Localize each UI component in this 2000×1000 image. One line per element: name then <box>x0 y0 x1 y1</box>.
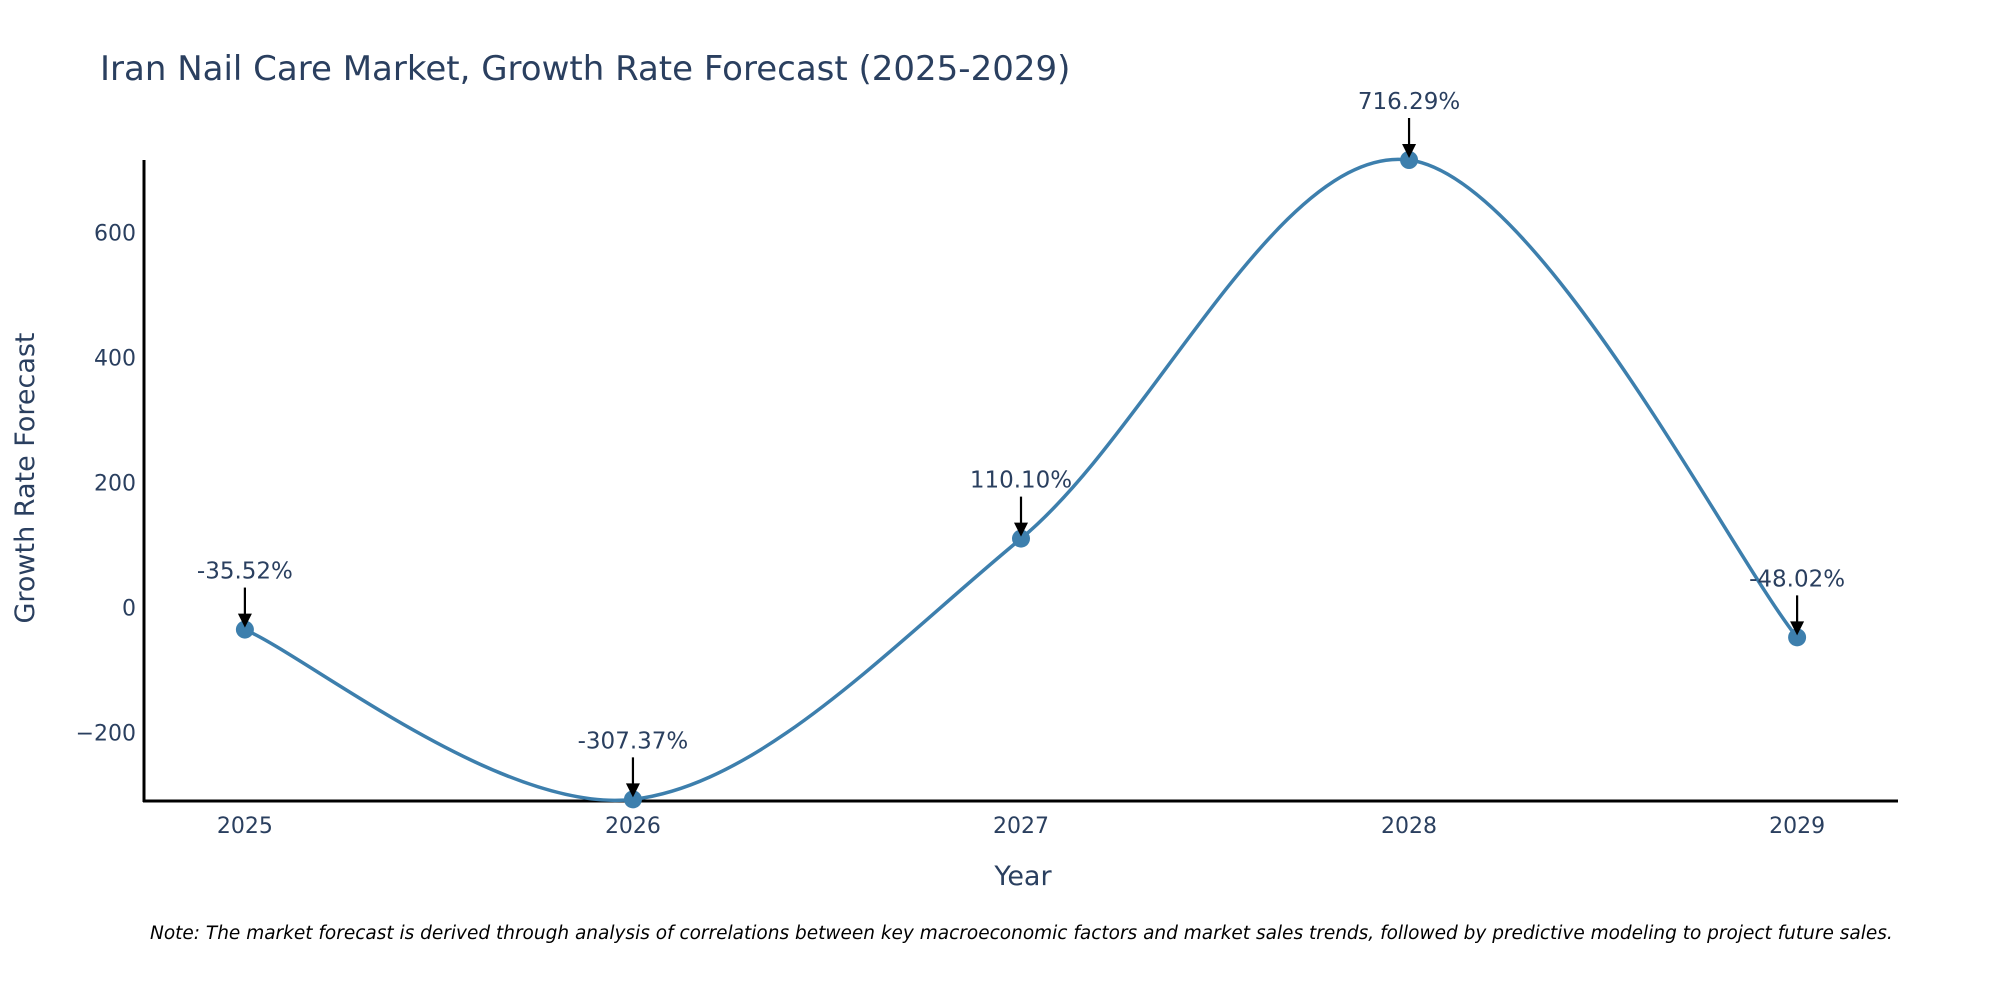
footnote: Note: The market forecast is derived thr… <box>150 923 1893 944</box>
data-point <box>1788 628 1807 647</box>
annotation-arrow-head <box>237 613 252 628</box>
y-tick-label: 0 <box>122 596 136 621</box>
data-label: -307.37% <box>578 728 689 754</box>
y-axis-title: Growth Rate Forecast <box>10 332 41 623</box>
x-axis-ticks: 2025 2026 2027 2028 2029 <box>217 814 1825 839</box>
annotation-arrow-head <box>625 783 640 798</box>
series-line <box>244 157 1799 803</box>
data-markers <box>235 151 1807 809</box>
data-point <box>235 620 254 639</box>
x-tick-label: 2028 <box>1381 814 1437 839</box>
y-tick-label: 400 <box>94 347 136 372</box>
annotation-arrow-head <box>1402 144 1417 158</box>
data-label: -35.52% <box>197 559 293 585</box>
y-tick-label: 600 <box>94 222 136 247</box>
x-tick-label: 2026 <box>605 814 661 839</box>
y-axis-ticks: −200 0 200 400 600 <box>76 222 136 747</box>
data-point <box>1400 151 1419 169</box>
data-annotations: -35.52% -307.37% 110.10% 716.29% -48.02% <box>197 89 1845 798</box>
x-axis-title: Year <box>993 861 1052 892</box>
data-label: 716.29% <box>1358 89 1460 115</box>
y-tick-label: 200 <box>94 471 136 496</box>
chart-title: Iran Nail Care Market, Growth Rate Forec… <box>100 49 1070 89</box>
annotation-arrow-head <box>1790 621 1805 636</box>
axes <box>142 160 1898 803</box>
annotation-arrow-head <box>1014 522 1028 537</box>
x-tick-label: 2029 <box>1769 814 1825 839</box>
x-tick-label: 2025 <box>217 814 273 839</box>
data-point <box>1012 529 1030 548</box>
y-tick-label: −200 <box>76 721 136 746</box>
x-tick-label: 2027 <box>993 814 1049 839</box>
data-label: -48.02% <box>1749 566 1845 592</box>
data-point <box>623 790 642 809</box>
data-label: 110.10% <box>970 468 1072 494</box>
